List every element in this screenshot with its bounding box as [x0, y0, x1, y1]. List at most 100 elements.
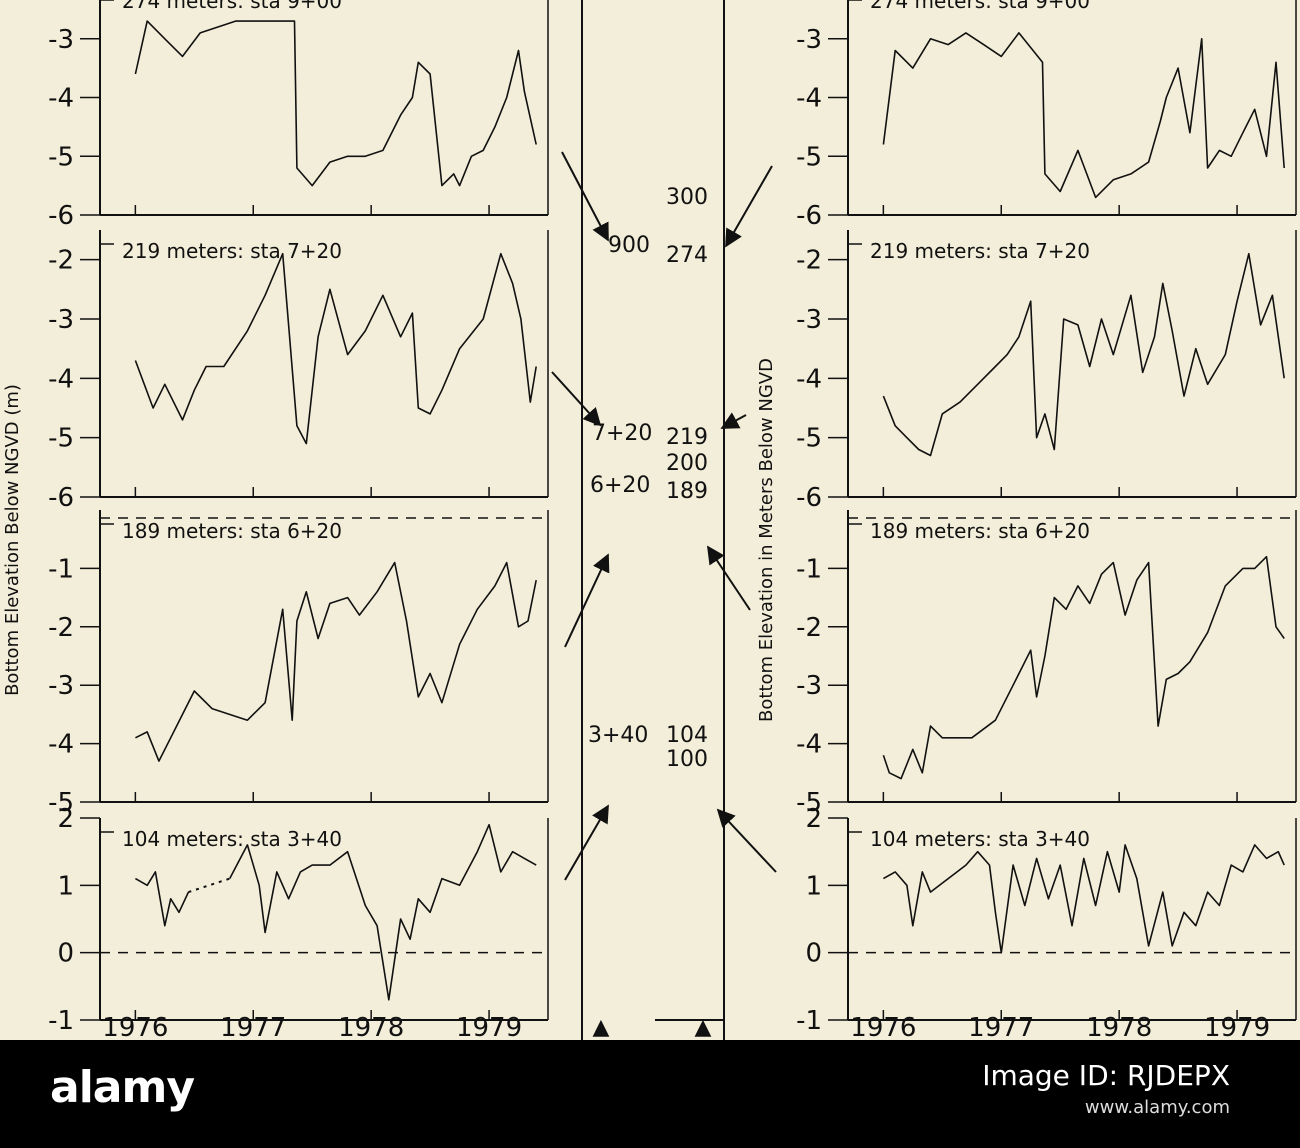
panel-title: 219 meters: sta 7+20: [122, 239, 342, 263]
chart-panel: -2 -3 -4 -5 -6 219 meters: sta 7+20: [796, 230, 1297, 513]
x-tick-label: 1979: [1204, 1013, 1270, 1040]
y-tick-label: -2: [48, 613, 74, 643]
series-line: [882, 555, 1285, 780]
distance-label: 219: [666, 425, 708, 450]
chart-panel: -1 -2 -3 -4 -5 189 meters: sta 6+20: [796, 510, 1297, 818]
y-tick-label: -5: [48, 142, 74, 172]
y-tick-label: -4: [796, 364, 822, 394]
y-tick-label: -4: [796, 730, 822, 760]
distance-label: 300: [666, 185, 708, 210]
x-tick-label: 1978: [1086, 1013, 1152, 1040]
series-line: [134, 252, 537, 445]
y-tick-label: -3: [48, 671, 74, 701]
y-tick-label: -6: [796, 201, 822, 231]
y-tick-label: -5: [796, 142, 822, 172]
y-tick-label: -6: [48, 201, 74, 231]
watermark-banner: [0, 1040, 1300, 1148]
series-line: [134, 20, 537, 187]
y-tick-label: -3: [48, 25, 74, 55]
connector-arrow: [551, 371, 602, 427]
up-arrow-icon: ▲: [695, 1015, 712, 1040]
y-tick-label: -4: [48, 364, 74, 394]
y-tick-label: -3: [796, 671, 822, 701]
y-tick-label: -6: [796, 483, 822, 513]
y-tick-label: -4: [48, 730, 74, 760]
x-tick-label: 1978: [338, 1013, 404, 1040]
x-tick-label: 1976: [850, 1013, 916, 1040]
y-tick-label: -2: [48, 246, 74, 276]
y-tick-label: -1: [796, 1006, 822, 1036]
distance-label: 104: [666, 723, 708, 748]
chart-panel: -3 -4 -5 -6 274 meters: sta 9+00: [48, 0, 549, 231]
x-tick-label: 1977: [968, 1013, 1034, 1040]
y-tick-label: 0: [805, 939, 822, 969]
y-tick-label: 1: [57, 871, 74, 901]
watermark-logo: alamy: [50, 1062, 195, 1113]
chart-panel: -3 -4 -5 -6 274 meters: sta 9+00: [796, 0, 1297, 231]
connector-arrow: [564, 553, 610, 648]
y-tick-label: -5: [48, 424, 74, 454]
y-tick-label: -5: [796, 424, 822, 454]
connector-arrow: [725, 165, 773, 248]
y-tick-label: -3: [48, 305, 74, 335]
y-tick-label: -2: [796, 246, 822, 276]
series-line: [882, 252, 1285, 457]
panel-title: 274 meters: sta 9+00: [870, 0, 1090, 13]
y-tick-label: -6: [48, 483, 74, 513]
connector-arrow: [561, 151, 609, 242]
figure: -3 -4 -5 -6 274 meters: sta 9+00 -2 -3 -4 -5 -6 21…: [2, 0, 1297, 1040]
chart-panel: -1 -2 -3 -4 -5 189 meters: sta 6+20: [48, 510, 549, 818]
right-y-axis-label: Bottom Elevation in Meters Below NGVD: [756, 358, 777, 722]
distance-label: 100: [666, 747, 708, 772]
panel-title: 219 meters: sta 7+20: [870, 239, 1090, 263]
y-tick-label: -2: [796, 613, 822, 643]
panel-title: 104 meters: sta 3+40: [870, 827, 1090, 851]
watermark-url: www.alamy.com: [1084, 1097, 1230, 1118]
chart-panel: -2 -3 -4 -5 -6 219 meters: sta 7+20: [48, 230, 549, 513]
series-line: [883, 844, 1285, 954]
y-tick-label: 1: [805, 871, 822, 901]
panel-title: 189 meters: sta 6+20: [122, 519, 342, 543]
left-y-axis-label: Bottom Elevation Below NGVD (m): [2, 384, 23, 696]
series-line: [135, 823, 537, 1001]
distance-label: 200: [666, 451, 708, 476]
x-tick-label: 1979: [456, 1013, 522, 1040]
distance-label: 274: [666, 243, 708, 268]
chart-panel: 2 1 0 -1 104 meters: sta 3+40 1976 1977 1978 197…: [796, 804, 1297, 1040]
x-tick-label: 1976: [102, 1013, 168, 1040]
y-tick-label: -4: [48, 84, 74, 114]
watermark-image-id-label: Image ID: RJDEPX: [982, 1059, 1230, 1092]
y-tick-label: -3: [796, 305, 822, 335]
panel-title: 274 meters: sta 9+00: [122, 0, 342, 13]
y-tick-label: -3: [796, 25, 822, 55]
panel-title: 104 meters: sta 3+40: [122, 827, 342, 851]
y-tick-label: -1: [48, 1006, 74, 1036]
station-label: 3+40: [588, 723, 648, 748]
y-tick-label: -4: [796, 84, 822, 114]
up-arrow-icon: ▲: [593, 1015, 610, 1040]
y-tick-label: -1: [48, 554, 74, 584]
watermark-image-id: Image ID: RJDEPX www.alamy.com: [982, 1060, 1230, 1124]
y-tick-label: 2: [805, 804, 822, 834]
station-label: 6+20: [590, 473, 650, 498]
y-tick-label: 2: [57, 804, 74, 834]
chart-panel: 2 1 0 -1 104 meters: sta 3+40 1976 1977 1978 197…: [48, 804, 549, 1040]
y-tick-label: -5: [796, 788, 822, 818]
station-label: 7+20: [592, 421, 652, 446]
connector-arrow: [707, 545, 751, 611]
connector-arrow: [564, 804, 609, 881]
series-line: [135, 561, 537, 762]
series-gap-dotted: [188, 877, 231, 894]
series-line: [882, 32, 1285, 199]
connector-arrow: [720, 412, 747, 429]
distance-label: 189: [666, 479, 708, 504]
y-tick-label: -1: [796, 554, 822, 584]
connector-arrow: [716, 808, 777, 873]
panel-title: 189 meters: sta 6+20: [870, 519, 1090, 543]
y-tick-label: 0: [57, 939, 74, 969]
y-tick-label: -5: [48, 788, 74, 818]
station-label: 900: [608, 233, 650, 258]
